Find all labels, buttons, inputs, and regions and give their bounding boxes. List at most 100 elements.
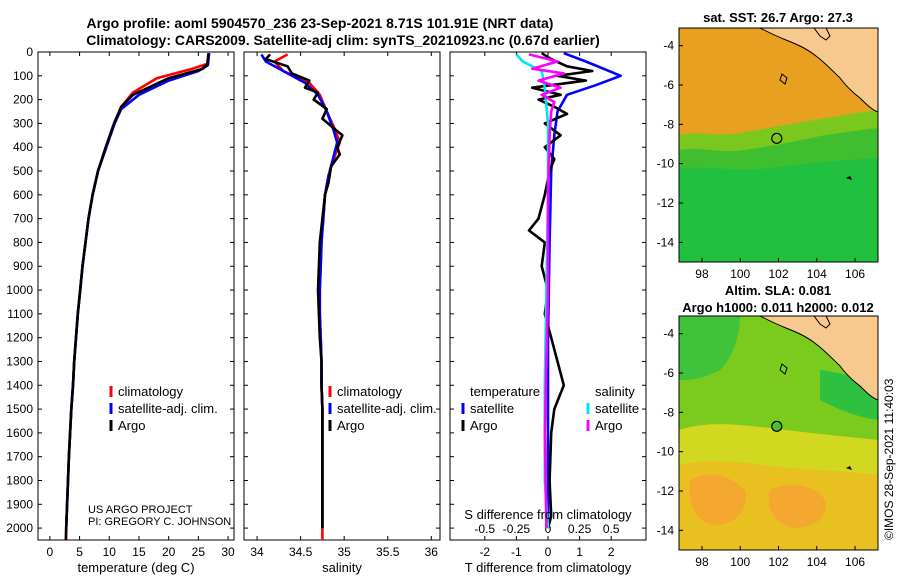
map-x-tick-label: 102 [768, 555, 788, 569]
difference-xlabel: T difference from climatology [465, 560, 632, 575]
y-tick-label: 1700 [6, 450, 33, 464]
sst-map-float-marker [771, 132, 783, 144]
x-tick-label: 35 [337, 545, 351, 559]
map-x-tick-label: 104 [807, 555, 827, 569]
legend-label-s-satellite: satellite [595, 401, 639, 416]
x-tick-label: 34 [250, 545, 264, 559]
temperature-legend: climatology satellite-adj. clim. Argo [109, 384, 218, 433]
y-tick-label: 2000 [6, 521, 33, 535]
series-line-argo [264, 53, 344, 529]
x-tick-label-top: -0.5 [474, 522, 495, 536]
y-tick-label: 400 [13, 140, 33, 154]
y-tick-label: 600 [13, 188, 33, 202]
sla-map-float-marker [771, 420, 783, 432]
y-tick-label: 1000 [6, 283, 33, 297]
x-tick-label: 35.5 [376, 545, 400, 559]
legend-label-satellite-adj: satellite-adj. clim. [337, 401, 437, 416]
series-group [260, 53, 344, 540]
map-ticks-layer: 98 100 102 104 106 -4 -6 -8 -10 -12 -14 98 100 102 104… [657, 39, 866, 569]
salinity-panel [243, 51, 441, 541]
y-tick-label: 1300 [6, 354, 33, 368]
series-group [515, 52, 623, 529]
map-x-tick-label: 104 [807, 267, 827, 281]
salinity-legend: climatology satellite-adj. clim. Argo [328, 384, 437, 433]
series-group [64, 52, 211, 540]
sla-map-image [679, 316, 878, 550]
legend-label-climatology: climatology [337, 384, 403, 399]
map-x-tick-label: 100 [730, 555, 750, 569]
legend-label-satellite-adj: satellite-adj. clim. [118, 401, 218, 416]
y-tick-label: 300 [13, 116, 33, 130]
x-tick-label: 34.5 [289, 545, 313, 559]
x-tick-label: 0 [545, 545, 552, 559]
sla-map-title-line1: Altim. SLA: 0.081 [725, 283, 831, 298]
x-tick-label: 1 [576, 545, 583, 559]
sst-map-image [679, 28, 878, 262]
map-x-tick-label: 98 [695, 267, 709, 281]
x-tick-label: 0 [47, 545, 54, 559]
y-tick-label: 1200 [6, 331, 33, 345]
legend-title-temperature: temperature [470, 384, 540, 399]
y-tick-label: 500 [13, 164, 33, 178]
y-tick-label: 900 [13, 259, 33, 273]
legend-label-argo: Argo [337, 418, 364, 433]
y-tick-label: 1500 [6, 402, 33, 416]
series-line-s-argo [528, 53, 566, 529]
salinity-plot-layer: 34 34.5 35 35.5 36 [244, 51, 440, 559]
x-tick-label: 2 [608, 545, 615, 559]
y-tick-label: 1800 [6, 473, 33, 487]
series-line-argo [64, 53, 210, 540]
map-x-tick-label: 102 [768, 267, 788, 281]
x-tick-label-top: -0.25 [503, 522, 531, 536]
map-y-tick-label: -4 [663, 39, 674, 53]
x-tick-label: 30 [221, 545, 235, 559]
x-tick-label: 36 [425, 545, 439, 559]
map-y-tick-label: -14 [657, 235, 675, 249]
y-tick-label: 1100 [7, 307, 33, 321]
y-tick-label: 700 [13, 212, 33, 226]
y-tick-label: 200 [13, 93, 33, 107]
map-y-tick-label: -6 [663, 78, 674, 92]
temperature-panel [37, 51, 235, 541]
series-line-t-satellite [546, 52, 623, 529]
map-x-tick-label: 100 [730, 267, 750, 281]
y-tick-label: 1400 [6, 378, 33, 392]
map-x-tick-label: 98 [695, 555, 709, 569]
difference-xlabel-top: S difference from climatology [464, 507, 632, 522]
x-tick-label: 20 [162, 545, 176, 559]
difference-plot-layer: -2 -1 0 1 2 -0.5 -0.25 0 0.25 0.5 [450, 51, 646, 559]
map-y-tick-label: -8 [663, 117, 674, 131]
imos-credit: ©IMOS 28-Sep-2021 11:40:03 [882, 378, 896, 540]
map-y-tick-label: -10 [657, 445, 675, 459]
salinity-xlabel: salinity [322, 560, 362, 575]
x-tick-label: -2 [479, 545, 490, 559]
y-tick-label: 0 [26, 45, 33, 59]
sla-map-title-line2: Argo h1000: 0.011 h2000: 0.012 [682, 300, 874, 315]
y-tick-label: 1900 [6, 497, 33, 511]
map-x-tick-label: 106 [845, 555, 865, 569]
y-tick-label: 100 [13, 69, 33, 83]
credit-project: US ARGO PROJECT [88, 504, 193, 516]
sst-map-title: sat. SST: 26.7 Argo: 27.3 [703, 10, 853, 25]
x-tick-label: 5 [76, 545, 83, 559]
figure-title-line2: Climatology: CARS2009. Satellite-adj cli… [86, 32, 600, 48]
map-y-tick-label: -6 [663, 366, 674, 380]
x-tick-label: 25 [192, 545, 206, 559]
legend-label-t-satellite: satellite [470, 401, 514, 416]
legend-label-climatology: climatology [118, 384, 184, 399]
credit-pi: PI: GREGORY C. JOHNSON [88, 516, 231, 528]
map-y-tick-label: -10 [657, 157, 675, 171]
difference-legend: temperature satellite Argo salinity sate… [461, 384, 639, 433]
temperature-xlabel: temperature (deg C) [77, 560, 194, 575]
figure-title-line1: Argo profile: aoml 5904570_236 23-Sep-20… [87, 15, 554, 31]
x-tick-label: 10 [103, 545, 117, 559]
legend-title-salinity: salinity [595, 384, 635, 399]
map-y-tick-label: -12 [657, 196, 675, 210]
temperature-plot-layer: 0100200300400500600700800900100011001200… [6, 45, 235, 559]
map-y-tick-label: -4 [663, 327, 674, 341]
y-tick-label: 1600 [6, 426, 33, 440]
x-tick-label-top: 0.5 [603, 522, 620, 536]
legend-label-t-argo: Argo [470, 418, 497, 433]
x-tick-label: -1 [511, 545, 522, 559]
